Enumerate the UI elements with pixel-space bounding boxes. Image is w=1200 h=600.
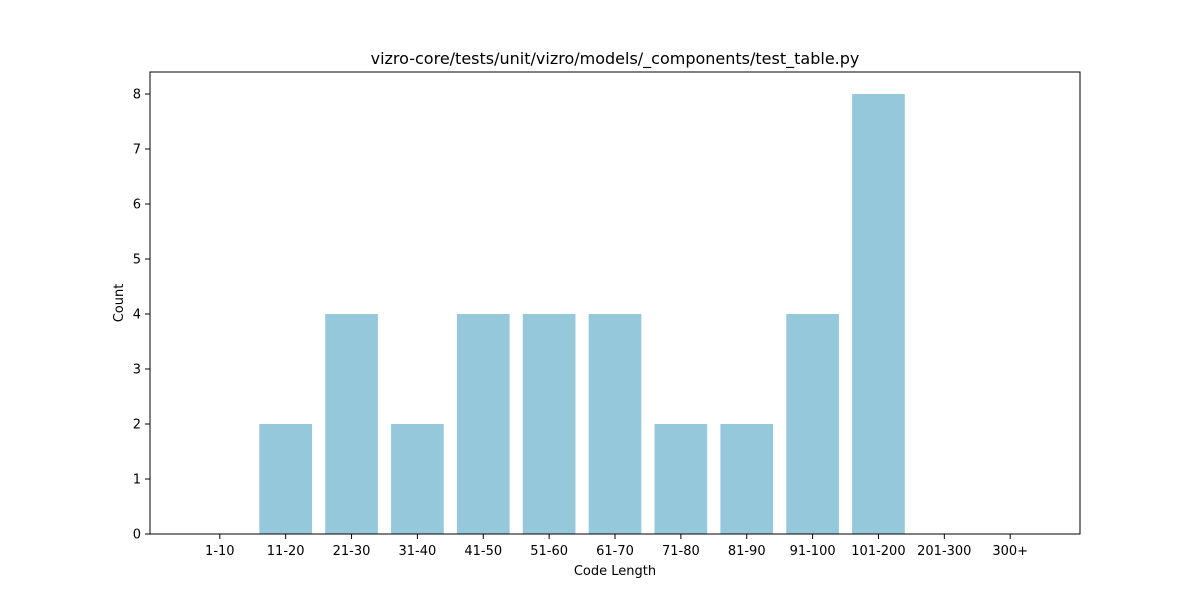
x-tick-label: 300+ xyxy=(992,544,1028,559)
x-axis-label: Code Length xyxy=(574,564,656,579)
x-tick-label: 71-80 xyxy=(662,544,700,559)
x-axis: 1-10 11-20 21-30 31-40 41-50 51-60 61-70 71-80 8… xyxy=(205,534,1028,559)
x-tick-label: 21-30 xyxy=(333,544,371,559)
y-axis-label: Count xyxy=(112,284,127,323)
x-tick-label: 201-300 xyxy=(917,544,971,559)
y-axis: 0 1 2 3 4 5 6 7 8 xyxy=(133,88,150,543)
y-tick-label: 6 xyxy=(133,198,141,213)
y-tick-label: 1 xyxy=(133,473,141,488)
x-tick-label: 1-10 xyxy=(205,544,235,559)
x-tick-label: 51-60 xyxy=(530,544,568,559)
y-tick-label: 4 xyxy=(133,308,141,323)
bar-81-90 xyxy=(720,424,774,534)
bar-21-30 xyxy=(325,314,378,534)
bar-51-60 xyxy=(522,314,576,534)
x-tick-label: 81-90 xyxy=(728,544,766,559)
x-tick-label: 41-50 xyxy=(464,544,502,559)
bar-71-80 xyxy=(654,424,708,534)
y-tick-label: 2 xyxy=(133,418,141,433)
x-tick-label: 11-20 xyxy=(267,544,305,559)
bars-group xyxy=(259,94,905,534)
bar-11-20 xyxy=(259,424,313,534)
x-tick-label: 31-40 xyxy=(399,544,437,559)
y-tick-label: 5 xyxy=(133,253,141,268)
x-tick-label: 101-200 xyxy=(851,544,905,559)
bar-41-50 xyxy=(456,314,510,534)
bar-31-40 xyxy=(391,424,444,534)
chart-title: vizro-core/tests/unit/vizro/models/_comp… xyxy=(371,49,860,69)
x-tick-label: 91-100 xyxy=(790,544,836,559)
y-tick-label: 3 xyxy=(133,363,141,378)
bar-61-70 xyxy=(588,314,642,534)
x-tick-label: 61-70 xyxy=(596,544,634,559)
y-tick-label: 0 xyxy=(133,528,141,543)
y-tick-label: 8 xyxy=(133,88,141,103)
y-tick-label: 7 xyxy=(133,143,141,158)
bar-101-200 xyxy=(852,94,905,534)
bar-91-100 xyxy=(786,314,839,534)
